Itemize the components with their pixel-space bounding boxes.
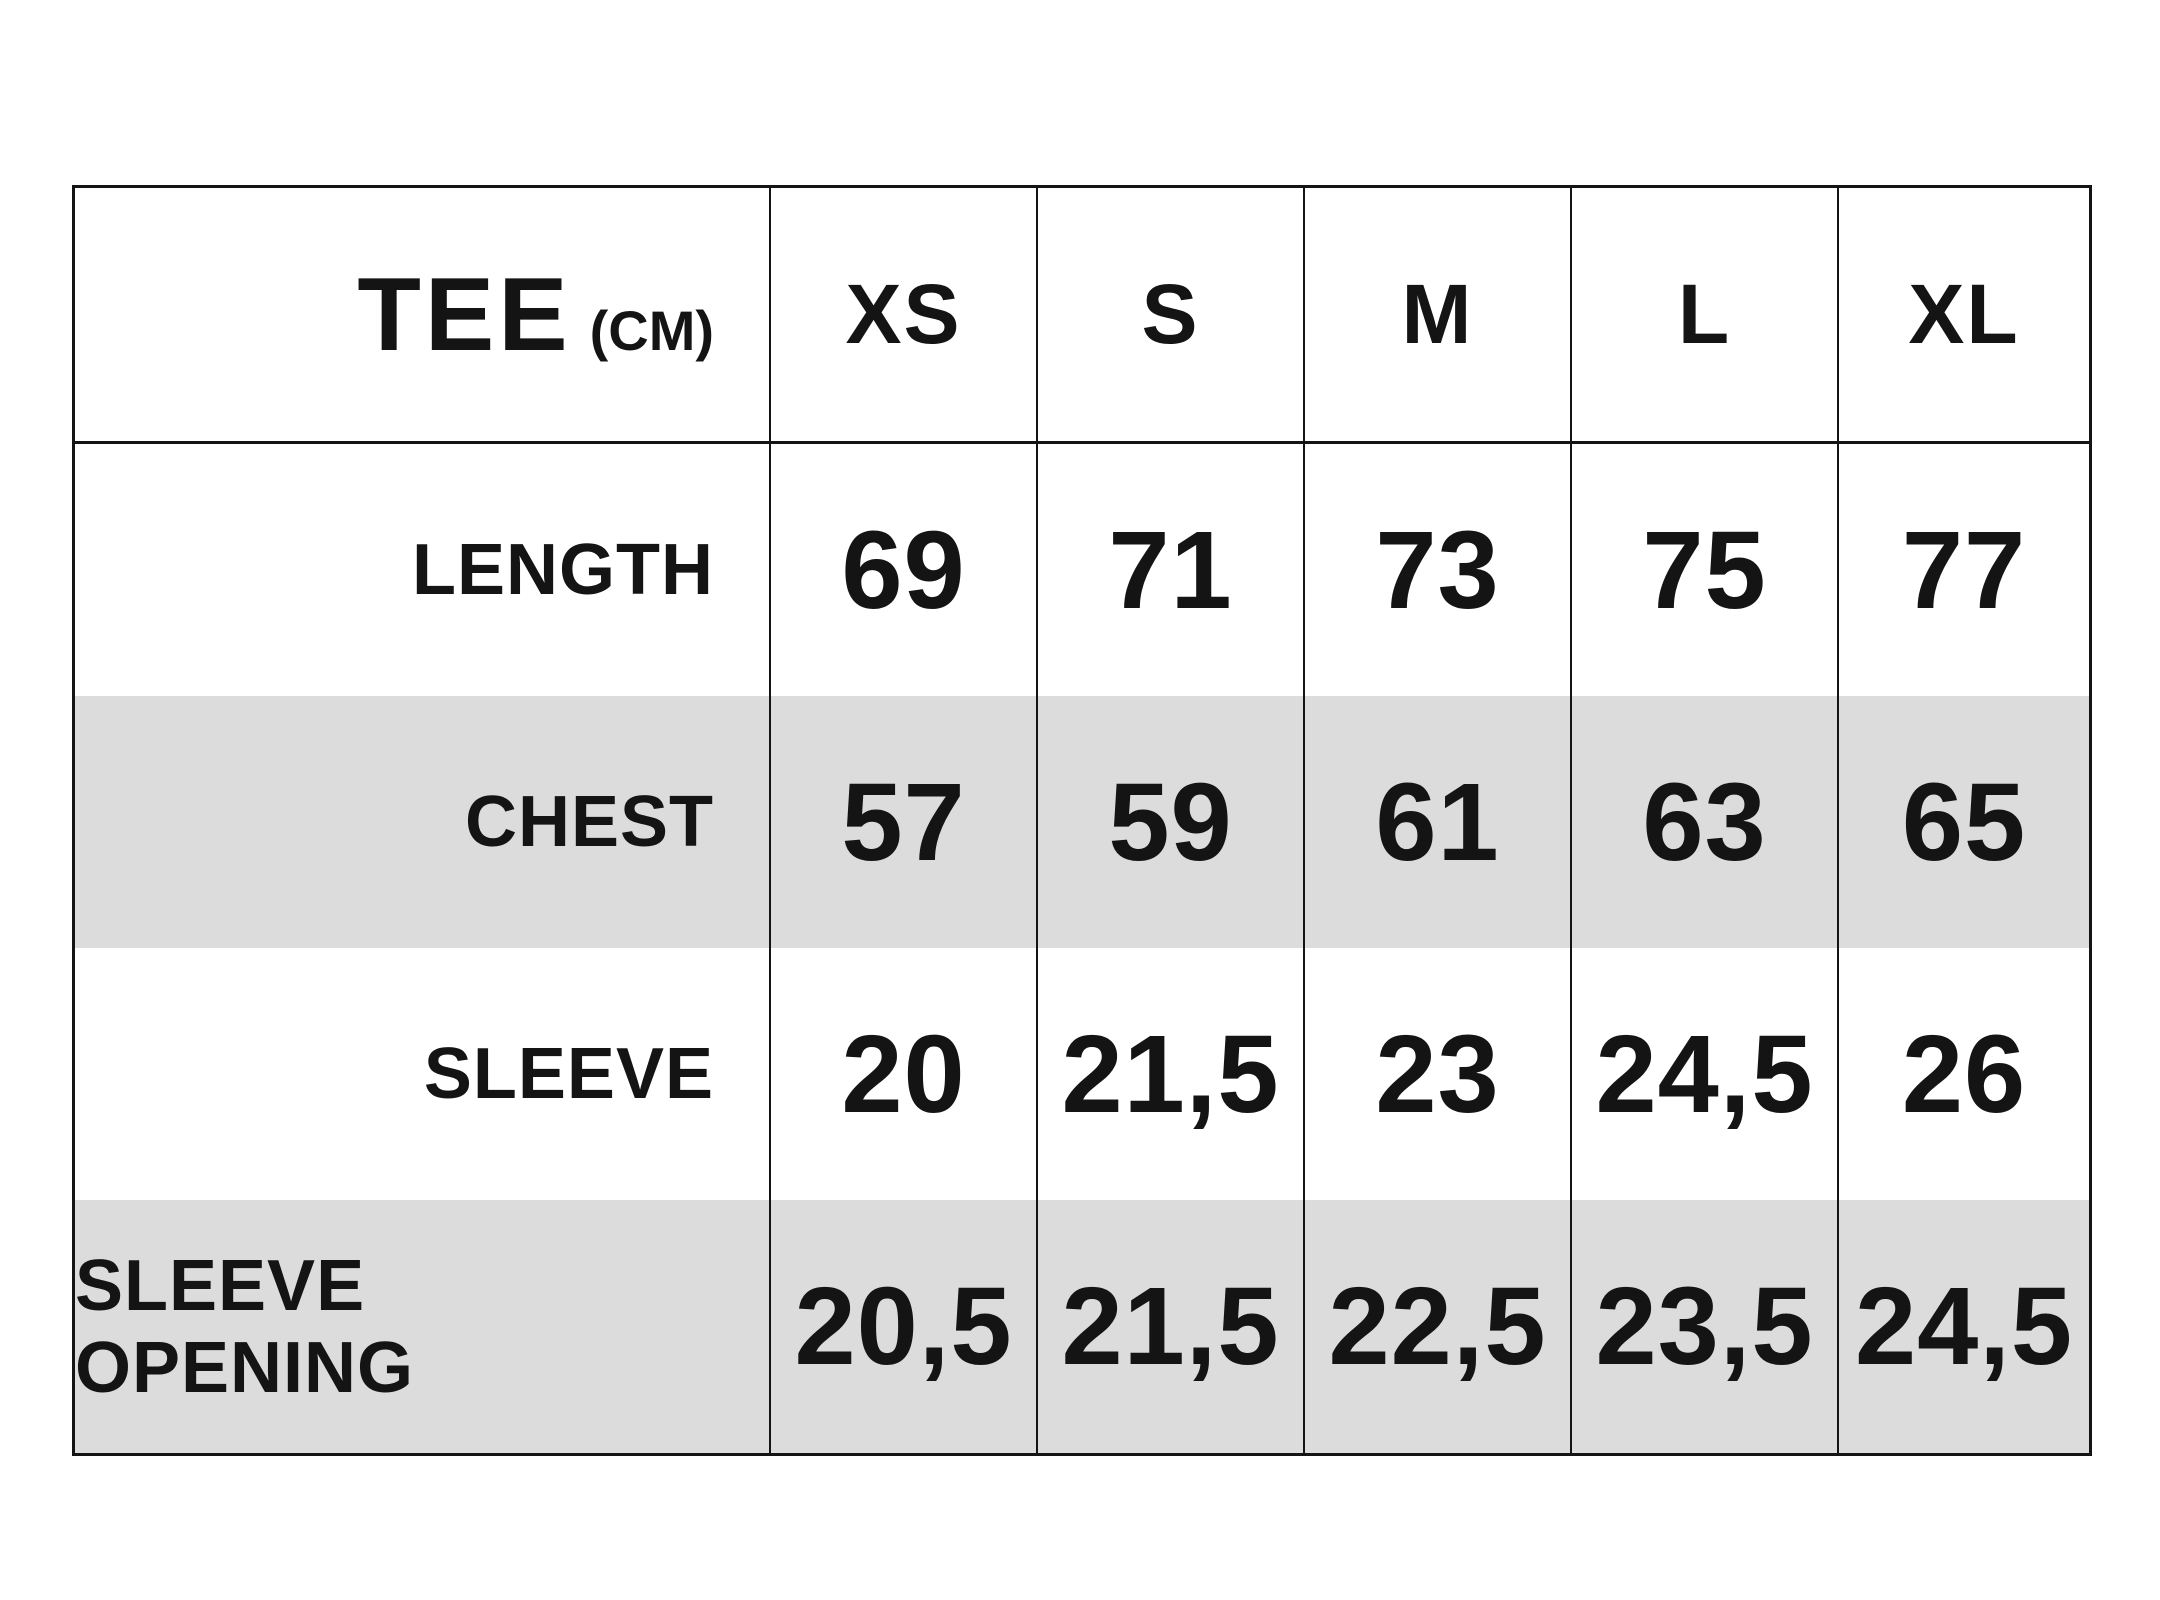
unit-label: (CM) <box>589 298 714 362</box>
row-sleeve-opening: SLEEVE OPENING 20,5 21,5 22,5 23,5 24,5 <box>75 1200 2089 1453</box>
cell-sleeve-opening-xs: 20,5 <box>769 1200 1036 1453</box>
col-header-l: L <box>1570 188 1837 441</box>
cell-length-l: 75 <box>1570 444 1837 696</box>
row-chest: CHEST 57 59 61 63 65 <box>75 696 2089 948</box>
cell-chest-s: 59 <box>1036 696 1303 948</box>
cell-sleeve-opening-l: 23,5 <box>1570 1200 1837 1453</box>
col-header-s: S <box>1036 188 1303 441</box>
cell-sleeve-l: 24,5 <box>1570 948 1837 1200</box>
row-sleeve: SLEEVE 20 21,5 23 24,5 26 <box>75 948 2089 1200</box>
row-label-length: LENGTH <box>412 530 714 610</box>
col-header-xs: XS <box>769 188 1036 441</box>
cell-chest-m: 61 <box>1303 696 1570 948</box>
cell-sleeve-xl: 26 <box>1837 948 2089 1200</box>
row-label-sleeve-opening: SLEEVE OPENING <box>75 1245 415 1408</box>
title-wrap: TEE (CM) <box>357 263 714 367</box>
cell-chest-xs: 57 <box>769 696 1036 948</box>
col-header-xl: XL <box>1837 188 2089 441</box>
cell-length-xs: 69 <box>769 444 1036 696</box>
col-header-m: M <box>1303 188 1570 441</box>
cell-length-xl: 77 <box>1837 444 2089 696</box>
cell-sleeve-opening-m: 22,5 <box>1303 1200 1570 1453</box>
cell-sleeve-xs: 20 <box>769 948 1036 1200</box>
title-cell: TEE (CM) <box>75 188 769 441</box>
tee-size-chart-table: TEE (CM) XS S M L XL LENGTH 69 71 73 75 … <box>72 185 2092 1456</box>
row-length: LENGTH 69 71 73 75 77 <box>75 444 2089 696</box>
cell-length-m: 73 <box>1303 444 1570 696</box>
cell-chest-l: 63 <box>1570 696 1837 948</box>
cell-sleeve-opening-xl: 24,5 <box>1837 1200 2089 1453</box>
cell-sleeve-m: 23 <box>1303 948 1570 1200</box>
cell-sleeve-opening-s: 21,5 <box>1036 1200 1303 1453</box>
header-row: TEE (CM) XS S M L XL <box>75 188 2089 444</box>
cell-chest-xl: 65 <box>1837 696 2089 948</box>
cell-sleeve-s: 21,5 <box>1036 948 1303 1200</box>
table-title: TEE <box>357 256 572 373</box>
row-label-chest: CHEST <box>464 782 714 862</box>
row-label-sleeve: SLEEVE <box>423 1034 714 1114</box>
cell-length-s: 71 <box>1036 444 1303 696</box>
